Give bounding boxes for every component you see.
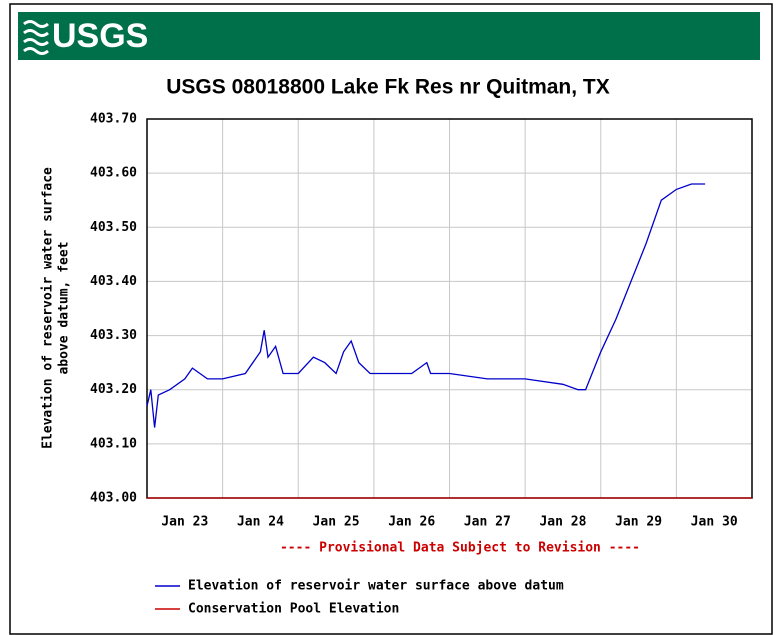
header-bar — [18, 12, 760, 60]
y-tick-label: 403.10 — [90, 436, 137, 451]
logo-waves — [23, 20, 49, 55]
y-tick-label: 403.60 — [90, 166, 137, 181]
y-tick-label: 403.00 — [90, 491, 137, 506]
y-axis-label: above datum, feet — [57, 241, 72, 374]
x-tick-label: Jan 23 — [161, 515, 208, 530]
logo: USGS — [52, 17, 148, 55]
x-tick-label: Jan 26 — [388, 515, 435, 530]
y-tick-label: 403.50 — [90, 220, 137, 235]
x-tick-label: Jan 30 — [691, 515, 738, 530]
x-tick-label: Jan 24 — [237, 515, 284, 530]
frame — [9, 3, 773, 635]
x-tick-label: Jan 28 — [539, 515, 586, 530]
y-tick-label: 403.30 — [90, 328, 137, 343]
series-line — [146, 183, 706, 428]
chart-title: USGS 08018800 Lake Fk Res nr Quitman, TX — [166, 76, 610, 99]
legend-label: Elevation of reservoir water surface abo… — [188, 579, 564, 594]
x-tick-label: Jan 29 — [615, 515, 662, 530]
y-tick-label: 403.40 — [90, 274, 137, 289]
y-tick-label: 403.20 — [90, 382, 137, 397]
y-tick-label: 403.70 — [90, 112, 137, 127]
y-axis-label: Elevation of reservoir water surface — [41, 167, 56, 449]
x-tick-label: Jan 27 — [464, 515, 511, 530]
annotation: ---- Provisional Data Subject to Revisio… — [280, 541, 640, 556]
x-tick-label: Jan 25 — [313, 515, 360, 530]
legend-label: Conservation Pool Elevation — [188, 602, 399, 617]
